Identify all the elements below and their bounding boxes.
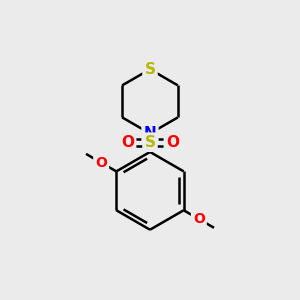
Text: O: O: [95, 156, 107, 170]
Text: O: O: [166, 135, 179, 150]
Text: S: S: [145, 135, 155, 150]
Text: O: O: [121, 135, 134, 150]
Text: S: S: [145, 62, 155, 77]
Text: N: N: [144, 126, 156, 141]
Text: O: O: [193, 212, 205, 226]
